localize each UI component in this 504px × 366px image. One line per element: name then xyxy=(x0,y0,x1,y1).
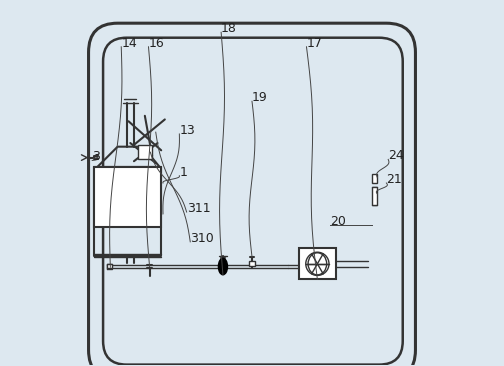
Text: 14: 14 xyxy=(121,37,137,50)
Text: 19: 19 xyxy=(252,91,268,104)
Text: 17: 17 xyxy=(306,37,323,50)
Bar xyxy=(372,187,377,205)
Text: 13: 13 xyxy=(179,124,195,137)
Text: 21: 21 xyxy=(387,173,402,186)
Text: 1: 1 xyxy=(179,166,187,179)
Bar xyxy=(107,264,112,268)
Text: 3: 3 xyxy=(92,150,100,164)
Bar xyxy=(299,249,336,279)
Bar xyxy=(249,261,255,266)
Text: 20: 20 xyxy=(330,215,346,228)
Text: 24: 24 xyxy=(388,149,404,163)
Text: 310: 310 xyxy=(190,232,214,245)
Ellipse shape xyxy=(218,258,227,275)
Bar xyxy=(372,174,377,183)
Bar xyxy=(138,145,152,159)
Text: 16: 16 xyxy=(149,37,164,50)
Text: 18: 18 xyxy=(221,22,237,35)
Bar xyxy=(94,167,161,227)
Text: 311: 311 xyxy=(186,202,210,215)
